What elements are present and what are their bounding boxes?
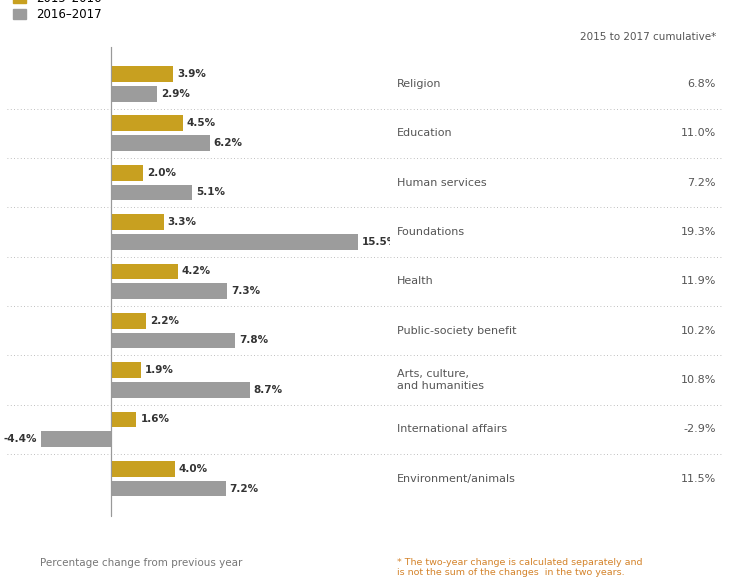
Text: International affairs: International affairs (396, 424, 507, 434)
Bar (111, 382, 250, 398)
Text: 2015 to 2017 cumulative*: 2015 to 2017 cumulative* (580, 32, 716, 42)
Text: Health: Health (396, 276, 434, 287)
Text: 11.5%: 11.5% (681, 473, 716, 483)
Bar (111, 165, 143, 180)
Text: 19.3%: 19.3% (680, 227, 716, 237)
Text: Environment/animals: Environment/animals (396, 473, 515, 483)
Text: 3.9%: 3.9% (177, 69, 206, 79)
Text: 6.2%: 6.2% (214, 138, 243, 148)
Text: 1.9%: 1.9% (145, 365, 174, 375)
Legend: 2015–2016, 2016–2017: 2015–2016, 2016–2017 (13, 0, 101, 21)
Text: Human services: Human services (396, 178, 486, 188)
Text: Religion: Religion (396, 79, 441, 89)
Text: 3.3%: 3.3% (168, 217, 196, 227)
Text: 4.2%: 4.2% (182, 267, 211, 277)
Bar (111, 283, 227, 299)
Text: 11.9%: 11.9% (680, 276, 716, 287)
Text: 7.8%: 7.8% (239, 336, 269, 346)
Text: 10.2%: 10.2% (680, 326, 716, 336)
Text: -2.9%: -2.9% (683, 424, 716, 434)
Text: Arts, culture,
and humanities: Arts, culture, and humanities (396, 369, 483, 391)
Text: Public-society benefit: Public-society benefit (396, 326, 516, 336)
Bar (111, 461, 174, 476)
Bar (111, 234, 358, 250)
Bar (41, 431, 111, 447)
Text: 4.5%: 4.5% (187, 118, 216, 128)
Text: 11.0%: 11.0% (681, 128, 716, 138)
Text: 2.0%: 2.0% (147, 168, 176, 178)
Text: 7.2%: 7.2% (688, 178, 716, 188)
Text: 5.1%: 5.1% (196, 188, 226, 197)
Bar (111, 66, 173, 82)
Bar (111, 185, 192, 200)
Bar (111, 481, 226, 496)
Text: Education: Education (396, 128, 453, 138)
Text: 15.5%: 15.5% (362, 237, 399, 247)
Bar (111, 135, 210, 151)
Bar (111, 264, 178, 280)
Text: 7.2%: 7.2% (230, 483, 259, 493)
Text: 2.2%: 2.2% (150, 316, 179, 326)
Bar (111, 86, 157, 101)
Text: 2.9%: 2.9% (161, 88, 190, 99)
Bar (111, 115, 182, 131)
Bar (111, 214, 164, 230)
Text: Percentage change from previous year: Percentage change from previous year (40, 558, 242, 568)
Bar (111, 362, 141, 378)
Text: 7.3%: 7.3% (231, 286, 261, 296)
Text: 10.8%: 10.8% (680, 375, 716, 385)
Text: 6.8%: 6.8% (688, 79, 716, 89)
Text: Foundations: Foundations (396, 227, 465, 237)
Text: 1.6%: 1.6% (140, 414, 169, 424)
Bar (111, 411, 137, 427)
Text: 8.7%: 8.7% (253, 385, 283, 395)
Bar (111, 313, 146, 329)
Text: 4.0%: 4.0% (179, 464, 208, 474)
Text: -4.4%: -4.4% (4, 434, 36, 444)
Bar (111, 333, 235, 349)
Text: * The two-year change is calculated separately and
is not the sum of the changes: * The two-year change is calculated sepa… (396, 558, 642, 577)
